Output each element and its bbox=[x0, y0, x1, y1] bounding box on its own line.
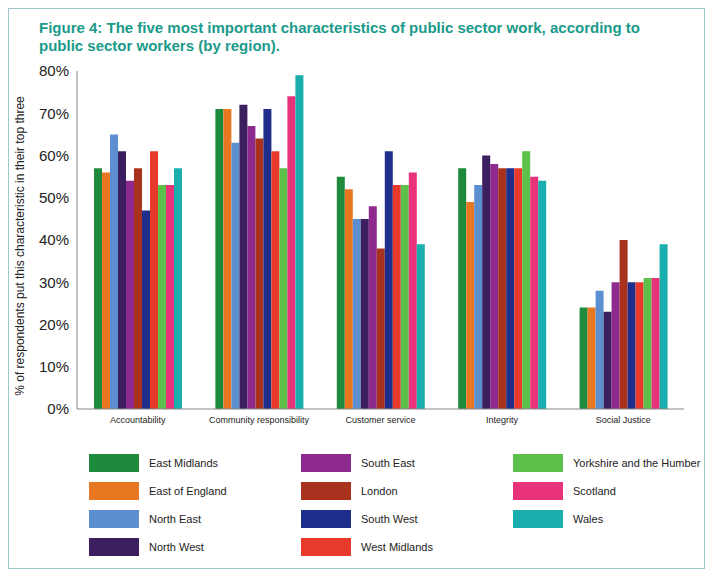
html-text:South East: South East bbox=[361, 457, 415, 469]
html-text:East of England: East of England bbox=[149, 485, 227, 497]
svg-text:Integrity: Integrity bbox=[486, 415, 519, 425]
svg-text:20%: 20% bbox=[39, 316, 69, 333]
html-text:% of respondents put this char: % of respondents put this characteristic… bbox=[13, 96, 27, 396]
svg-text:50%: 50% bbox=[39, 189, 69, 206]
html-text:North East: North East bbox=[149, 513, 201, 525]
html-text:Scotland: Scotland bbox=[573, 485, 616, 497]
html-text:Yorkshire and the Humber: Yorkshire and the Humber bbox=[573, 457, 701, 469]
svg-text:40%: 40% bbox=[39, 231, 69, 248]
html-text:Wales: Wales bbox=[573, 513, 604, 525]
svg-text:30%: 30% bbox=[39, 274, 69, 291]
svg-text:Customer service: Customer service bbox=[345, 415, 415, 425]
svg-text:Social Justice: Social Justice bbox=[596, 415, 651, 425]
svg-text:80%: 80% bbox=[39, 62, 69, 79]
html-text:Figure 4: The five most import: Figure 4: The five most important charac… bbox=[39, 19, 640, 54]
svg-text:70%: 70% bbox=[39, 105, 69, 122]
html-text:West Midlands: West Midlands bbox=[361, 541, 433, 553]
html-text:North West: North West bbox=[149, 541, 204, 553]
svg-text:60%: 60% bbox=[39, 147, 69, 164]
html-text:South West: South West bbox=[361, 513, 418, 525]
svg-text:0%: 0% bbox=[47, 400, 69, 417]
svg-text:Community responsibility: Community responsibility bbox=[209, 415, 310, 425]
svg-text:10%: 10% bbox=[39, 358, 69, 375]
html-text:East Midlands: East Midlands bbox=[149, 457, 219, 469]
html-text:London: London bbox=[361, 485, 398, 497]
svg-text:Accountability: Accountability bbox=[110, 415, 166, 425]
